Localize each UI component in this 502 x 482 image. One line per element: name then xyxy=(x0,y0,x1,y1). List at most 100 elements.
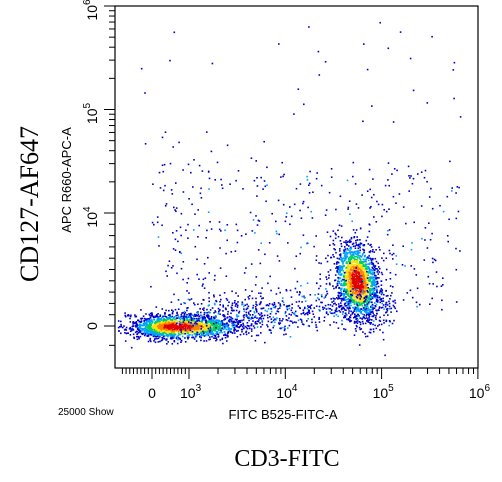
event-dot xyxy=(210,316,213,318)
event-dot xyxy=(343,316,345,319)
event-dot xyxy=(190,322,192,324)
event-dot xyxy=(374,277,377,279)
event-dot xyxy=(351,287,353,289)
event-dot xyxy=(196,273,198,276)
event-dot xyxy=(371,263,373,265)
event-dot xyxy=(341,298,343,301)
event-dot xyxy=(359,264,362,267)
event-dot xyxy=(341,319,343,322)
event-dot xyxy=(309,306,311,308)
event-dot xyxy=(353,310,355,312)
event-dot xyxy=(357,318,359,321)
event-dot xyxy=(449,160,451,163)
event-dot xyxy=(375,299,378,301)
event-dot xyxy=(208,318,211,320)
event-dot xyxy=(192,324,194,327)
event-dot xyxy=(362,272,364,274)
event-dot xyxy=(357,301,360,304)
event-dot xyxy=(234,332,236,334)
event-dot xyxy=(168,328,170,330)
event-dot xyxy=(379,316,381,319)
event-dot xyxy=(361,302,363,304)
event-dot xyxy=(235,179,237,182)
event-dot xyxy=(330,168,333,170)
event-dot xyxy=(169,317,171,320)
event-dot xyxy=(360,285,363,288)
event-dot xyxy=(173,293,175,296)
event-dot xyxy=(233,329,235,331)
event-dot xyxy=(168,260,171,262)
event-dot xyxy=(130,329,133,332)
event-dot xyxy=(173,326,175,329)
event-dot xyxy=(236,316,238,318)
event-dot xyxy=(315,299,318,302)
event-dot xyxy=(170,316,172,318)
event-dot xyxy=(155,321,158,323)
event-dot xyxy=(287,327,289,329)
event-dot xyxy=(140,320,142,323)
event-dot xyxy=(186,307,188,309)
event-dot xyxy=(166,275,168,277)
event-dot xyxy=(174,238,177,241)
event-dot xyxy=(173,317,175,319)
event-dot xyxy=(371,297,374,300)
event-dot xyxy=(158,323,161,326)
event-dot xyxy=(174,326,176,328)
event-dot xyxy=(162,170,165,173)
event-dot xyxy=(221,326,224,328)
event-dot xyxy=(178,141,180,144)
event-dot xyxy=(350,297,353,300)
event-dot xyxy=(145,319,147,321)
event-dot xyxy=(270,318,273,320)
event-dot xyxy=(359,298,361,300)
event-dot xyxy=(337,278,340,280)
event-dot xyxy=(174,319,176,322)
event-dot xyxy=(316,297,319,299)
event-dot xyxy=(343,307,345,310)
event-dot xyxy=(350,277,352,279)
event-dot xyxy=(325,312,328,315)
event-dot xyxy=(329,324,331,326)
event-dot xyxy=(340,283,342,285)
event-dot xyxy=(231,325,234,327)
event-dot xyxy=(203,340,205,342)
event-dot xyxy=(141,329,143,331)
event-dot xyxy=(359,304,361,307)
event-dot xyxy=(386,233,389,236)
event-dot xyxy=(223,331,226,333)
event-dot xyxy=(181,328,183,330)
event-dot xyxy=(219,309,221,311)
event-dot xyxy=(138,328,141,330)
event-dot xyxy=(165,331,167,333)
event-dot xyxy=(208,177,211,180)
event-dot xyxy=(148,324,150,327)
event-dot xyxy=(356,236,358,238)
event-dot xyxy=(142,322,145,325)
event-dot xyxy=(373,251,376,253)
event-dot xyxy=(383,314,385,317)
event-dot xyxy=(265,200,267,203)
event-dot xyxy=(197,327,200,330)
event-dot xyxy=(345,283,347,285)
event-dot xyxy=(350,291,353,293)
event-dot xyxy=(169,162,172,165)
event-dot xyxy=(143,324,145,327)
event-dot xyxy=(384,184,387,187)
event-dot xyxy=(373,282,376,285)
event-dot xyxy=(212,320,214,322)
event-dot xyxy=(363,300,365,303)
event-dot xyxy=(178,326,180,329)
event-dot xyxy=(173,31,176,34)
event-dot xyxy=(349,278,351,280)
event-dot xyxy=(194,315,197,317)
event-dot xyxy=(157,328,159,330)
event-dot xyxy=(337,267,339,270)
event-dot xyxy=(348,272,351,275)
event-dot xyxy=(355,284,357,286)
event-dot xyxy=(348,318,350,320)
event-dot xyxy=(346,287,349,290)
event-dot xyxy=(224,333,226,336)
event-dot xyxy=(299,318,302,321)
event-dot xyxy=(356,319,359,322)
event-dot xyxy=(205,328,207,330)
